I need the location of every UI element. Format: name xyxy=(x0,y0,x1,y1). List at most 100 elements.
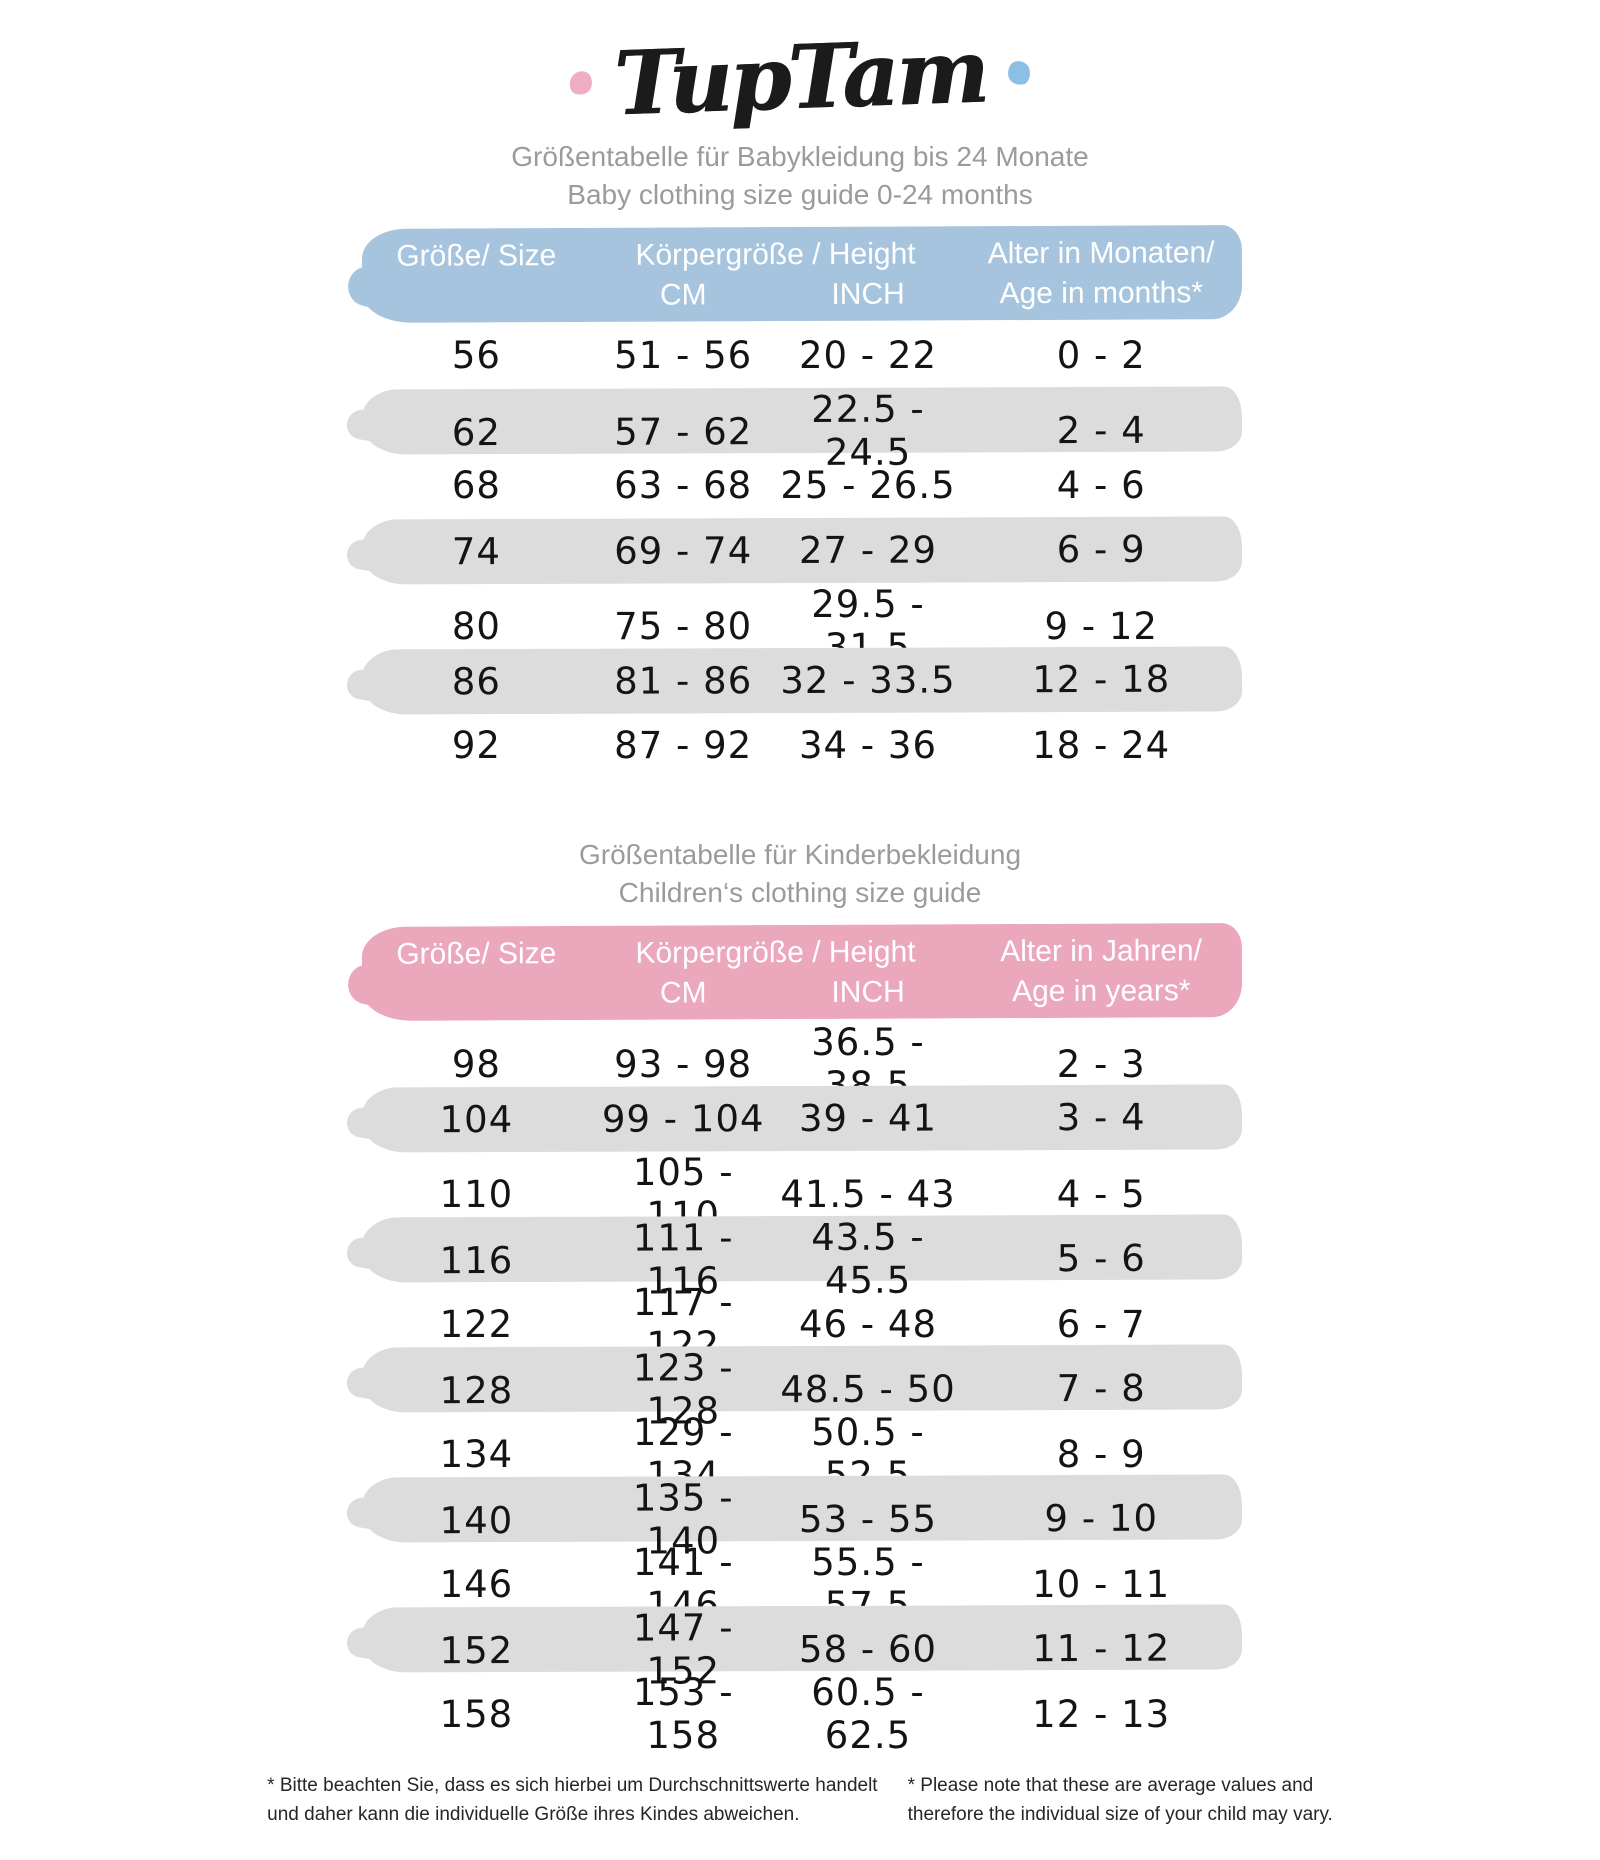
column-header-age-de: Alter in Jahren/ xyxy=(1000,934,1203,969)
column-header-cm: CM xyxy=(659,278,707,312)
baby-size-table: Größe/ Size Körpergröße / Height Alter i… xyxy=(361,225,1243,778)
table-row: 62 57 - 62 22.5 - 24.5 2 - 4 xyxy=(361,386,1243,474)
cell-age: 0 - 2 xyxy=(1056,334,1146,378)
cell-inch: 25 - 26.5 xyxy=(780,464,956,508)
kids-title-en: Children‘s clothing size guide xyxy=(618,876,982,908)
cell-size: 74 xyxy=(451,530,502,574)
cell-cm: 99 - 104 xyxy=(601,1097,765,1141)
cell-age: 12 - 18 xyxy=(1032,657,1171,702)
cell-age: 8 - 9 xyxy=(1056,1432,1146,1476)
cell-age: 4 - 5 xyxy=(1056,1172,1146,1216)
cell-inch: 41.5 - 43 xyxy=(780,1172,956,1216)
cell-size: 128 xyxy=(439,1368,514,1412)
table-row: 128 123 - 128 48.5 - 50 7 - 8 xyxy=(361,1344,1243,1433)
cell-size: 122 xyxy=(439,1302,514,1346)
cell-age: 18 - 24 xyxy=(1032,724,1171,768)
table-row: 158 153 - 158 60.5 - 62.5 12 - 13 xyxy=(362,1671,1242,1757)
table-row: 146 141 - 146 55.5 - 57.5 10 - 11 xyxy=(362,1541,1242,1627)
cell-size: 104 xyxy=(439,1098,514,1142)
column-header-size: Größe/ Size xyxy=(396,937,557,971)
footnote-english: * Please note that these are average val… xyxy=(908,1772,1333,1829)
table-row: 116 111 - 116 43.5 - 45.5 5 - 6 xyxy=(361,1214,1243,1303)
brand-header: TupTam xyxy=(0,16,1600,138)
table-row: 86 81 - 86 32 - 33.5 12 - 18 xyxy=(361,646,1243,715)
column-header-size: Größe/ Size xyxy=(396,239,557,273)
cell-size: 152 xyxy=(439,1628,514,1672)
brand-logo: TupTam xyxy=(612,18,988,136)
table-row: 92 87 - 92 34 - 36 18 - 24 xyxy=(362,713,1242,778)
column-header-age-en: Age in months* xyxy=(999,276,1204,311)
column-header-inch: INCH xyxy=(831,277,905,311)
cell-cm: 81 - 86 xyxy=(614,659,753,703)
column-header-cm: CM xyxy=(659,976,707,1010)
column-header-inch: INCH xyxy=(831,975,905,1009)
cell-age: 12 - 13 xyxy=(1032,1692,1171,1736)
cell-age: 3 - 4 xyxy=(1056,1095,1146,1140)
cell-size: 146 xyxy=(439,1562,514,1606)
cell-age: 4 - 6 xyxy=(1056,464,1146,508)
cell-size: 134 xyxy=(439,1432,514,1476)
logo-dot-left-icon xyxy=(567,68,595,98)
cell-inch: 34 - 36 xyxy=(798,724,938,768)
cell-inch: 46 - 48 xyxy=(798,1302,938,1346)
cell-cm: 63 - 68 xyxy=(614,464,753,508)
cell-age: 9 - 10 xyxy=(1044,1496,1159,1540)
kids-table-rows: 98 93 - 98 36.5 - 38.5 2 - 3 104 99 - 10… xyxy=(361,1021,1243,1757)
table-row: 80 75 - 80 29.5 - 31.5 9 - 12 xyxy=(362,583,1242,669)
cell-inch: 60.5 - 62.5 xyxy=(811,1671,925,1758)
cell-age: 2 - 4 xyxy=(1056,408,1146,452)
cell-age: 11 - 12 xyxy=(1032,1626,1171,1670)
table-row: 152 147 - 152 58 - 60 11 - 12 xyxy=(361,1604,1243,1693)
cell-inch: 39 - 41 xyxy=(798,1096,938,1141)
baby-title-en: Baby clothing size guide 0-24 months xyxy=(567,178,1033,210)
cell-size: 86 xyxy=(451,660,502,704)
cell-age: 9 - 12 xyxy=(1044,604,1158,648)
table-row: 98 93 - 98 36.5 - 38.5 2 - 3 xyxy=(362,1021,1242,1107)
cell-cm: 75 - 80 xyxy=(614,604,753,648)
table-row: 56 51 - 56 20 - 22 0 - 2 xyxy=(362,323,1242,388)
cell-inch: 48.5 - 50 xyxy=(780,1367,956,1411)
cell-size: 80 xyxy=(451,604,501,648)
cell-age: 6 - 9 xyxy=(1056,527,1146,572)
footnote-german-line2: und daher kann die individuelle Größe ih… xyxy=(267,1803,800,1825)
cell-cm: 51 - 56 xyxy=(614,334,753,378)
table-row: 104 99 - 104 39 - 41 3 - 4 xyxy=(361,1084,1243,1153)
cell-age: 5 - 6 xyxy=(1056,1236,1146,1280)
cell-age: 7 - 8 xyxy=(1056,1366,1146,1410)
cell-age: 6 - 7 xyxy=(1056,1302,1146,1346)
cell-size: 62 xyxy=(451,410,502,454)
cell-cm: 57 - 62 xyxy=(614,409,753,454)
table-row: 68 63 - 68 25 - 26.5 4 - 6 xyxy=(362,453,1242,518)
kids-title-de: Größentabelle für Kinderbekleidung xyxy=(578,839,1022,871)
baby-table-rows: 56 51 - 56 20 - 22 0 - 2 62 57 - 62 22.5… xyxy=(361,323,1243,778)
cell-size: 110 xyxy=(439,1172,514,1216)
cell-size: 92 xyxy=(451,724,501,768)
kids-table-header: Größe/ Size Körpergröße / Height Alter i… xyxy=(361,923,1243,1021)
cell-size: 68 xyxy=(451,464,501,508)
column-header-height: Körpergröße / Height xyxy=(635,935,916,970)
column-header-age-de: Alter in Monaten/ xyxy=(987,236,1215,271)
footnote-german-line1: * Bitte beachten Sie, dass es sich hierb… xyxy=(267,1775,878,1797)
cell-size: 116 xyxy=(439,1238,514,1282)
cell-cm: 153 - 158 xyxy=(632,1671,734,1758)
cell-age: 10 - 11 xyxy=(1032,1562,1171,1606)
table-row: 74 69 - 74 27 - 29 6 - 9 xyxy=(361,516,1243,585)
baby-table-header: Größe/ Size Körpergröße / Height Alter i… xyxy=(361,225,1243,323)
cell-cm: 93 - 98 xyxy=(614,1042,753,1086)
cell-inch: 58 - 60 xyxy=(798,1627,938,1671)
cell-inch: 27 - 29 xyxy=(798,528,938,573)
footnote-german: * Bitte beachten Sie, dass es sich hierb… xyxy=(267,1772,877,1829)
footnotes: * Bitte beachten Sie, dass es sich hierb… xyxy=(0,1772,1600,1829)
table-row: 122 117 - 122 46 - 48 6 - 7 xyxy=(362,1281,1242,1367)
cell-size: 140 xyxy=(439,1498,514,1542)
footnote-english-line1: * Please note that these are average val… xyxy=(907,1775,1314,1797)
logo-dot-right-icon xyxy=(1006,59,1032,87)
cell-size: 158 xyxy=(439,1692,514,1736)
table-row: 110 105 - 110 41.5 - 43 4 - 5 xyxy=(362,1151,1242,1237)
table-row: 134 129 - 134 50.5 - 52.5 8 - 9 xyxy=(362,1411,1242,1497)
cell-size: 98 xyxy=(451,1042,501,1086)
cell-cm: 69 - 74 xyxy=(614,529,753,573)
cell-inch: 32 - 33.5 xyxy=(780,658,956,703)
column-header-age-en: Age in years* xyxy=(1011,974,1191,1009)
